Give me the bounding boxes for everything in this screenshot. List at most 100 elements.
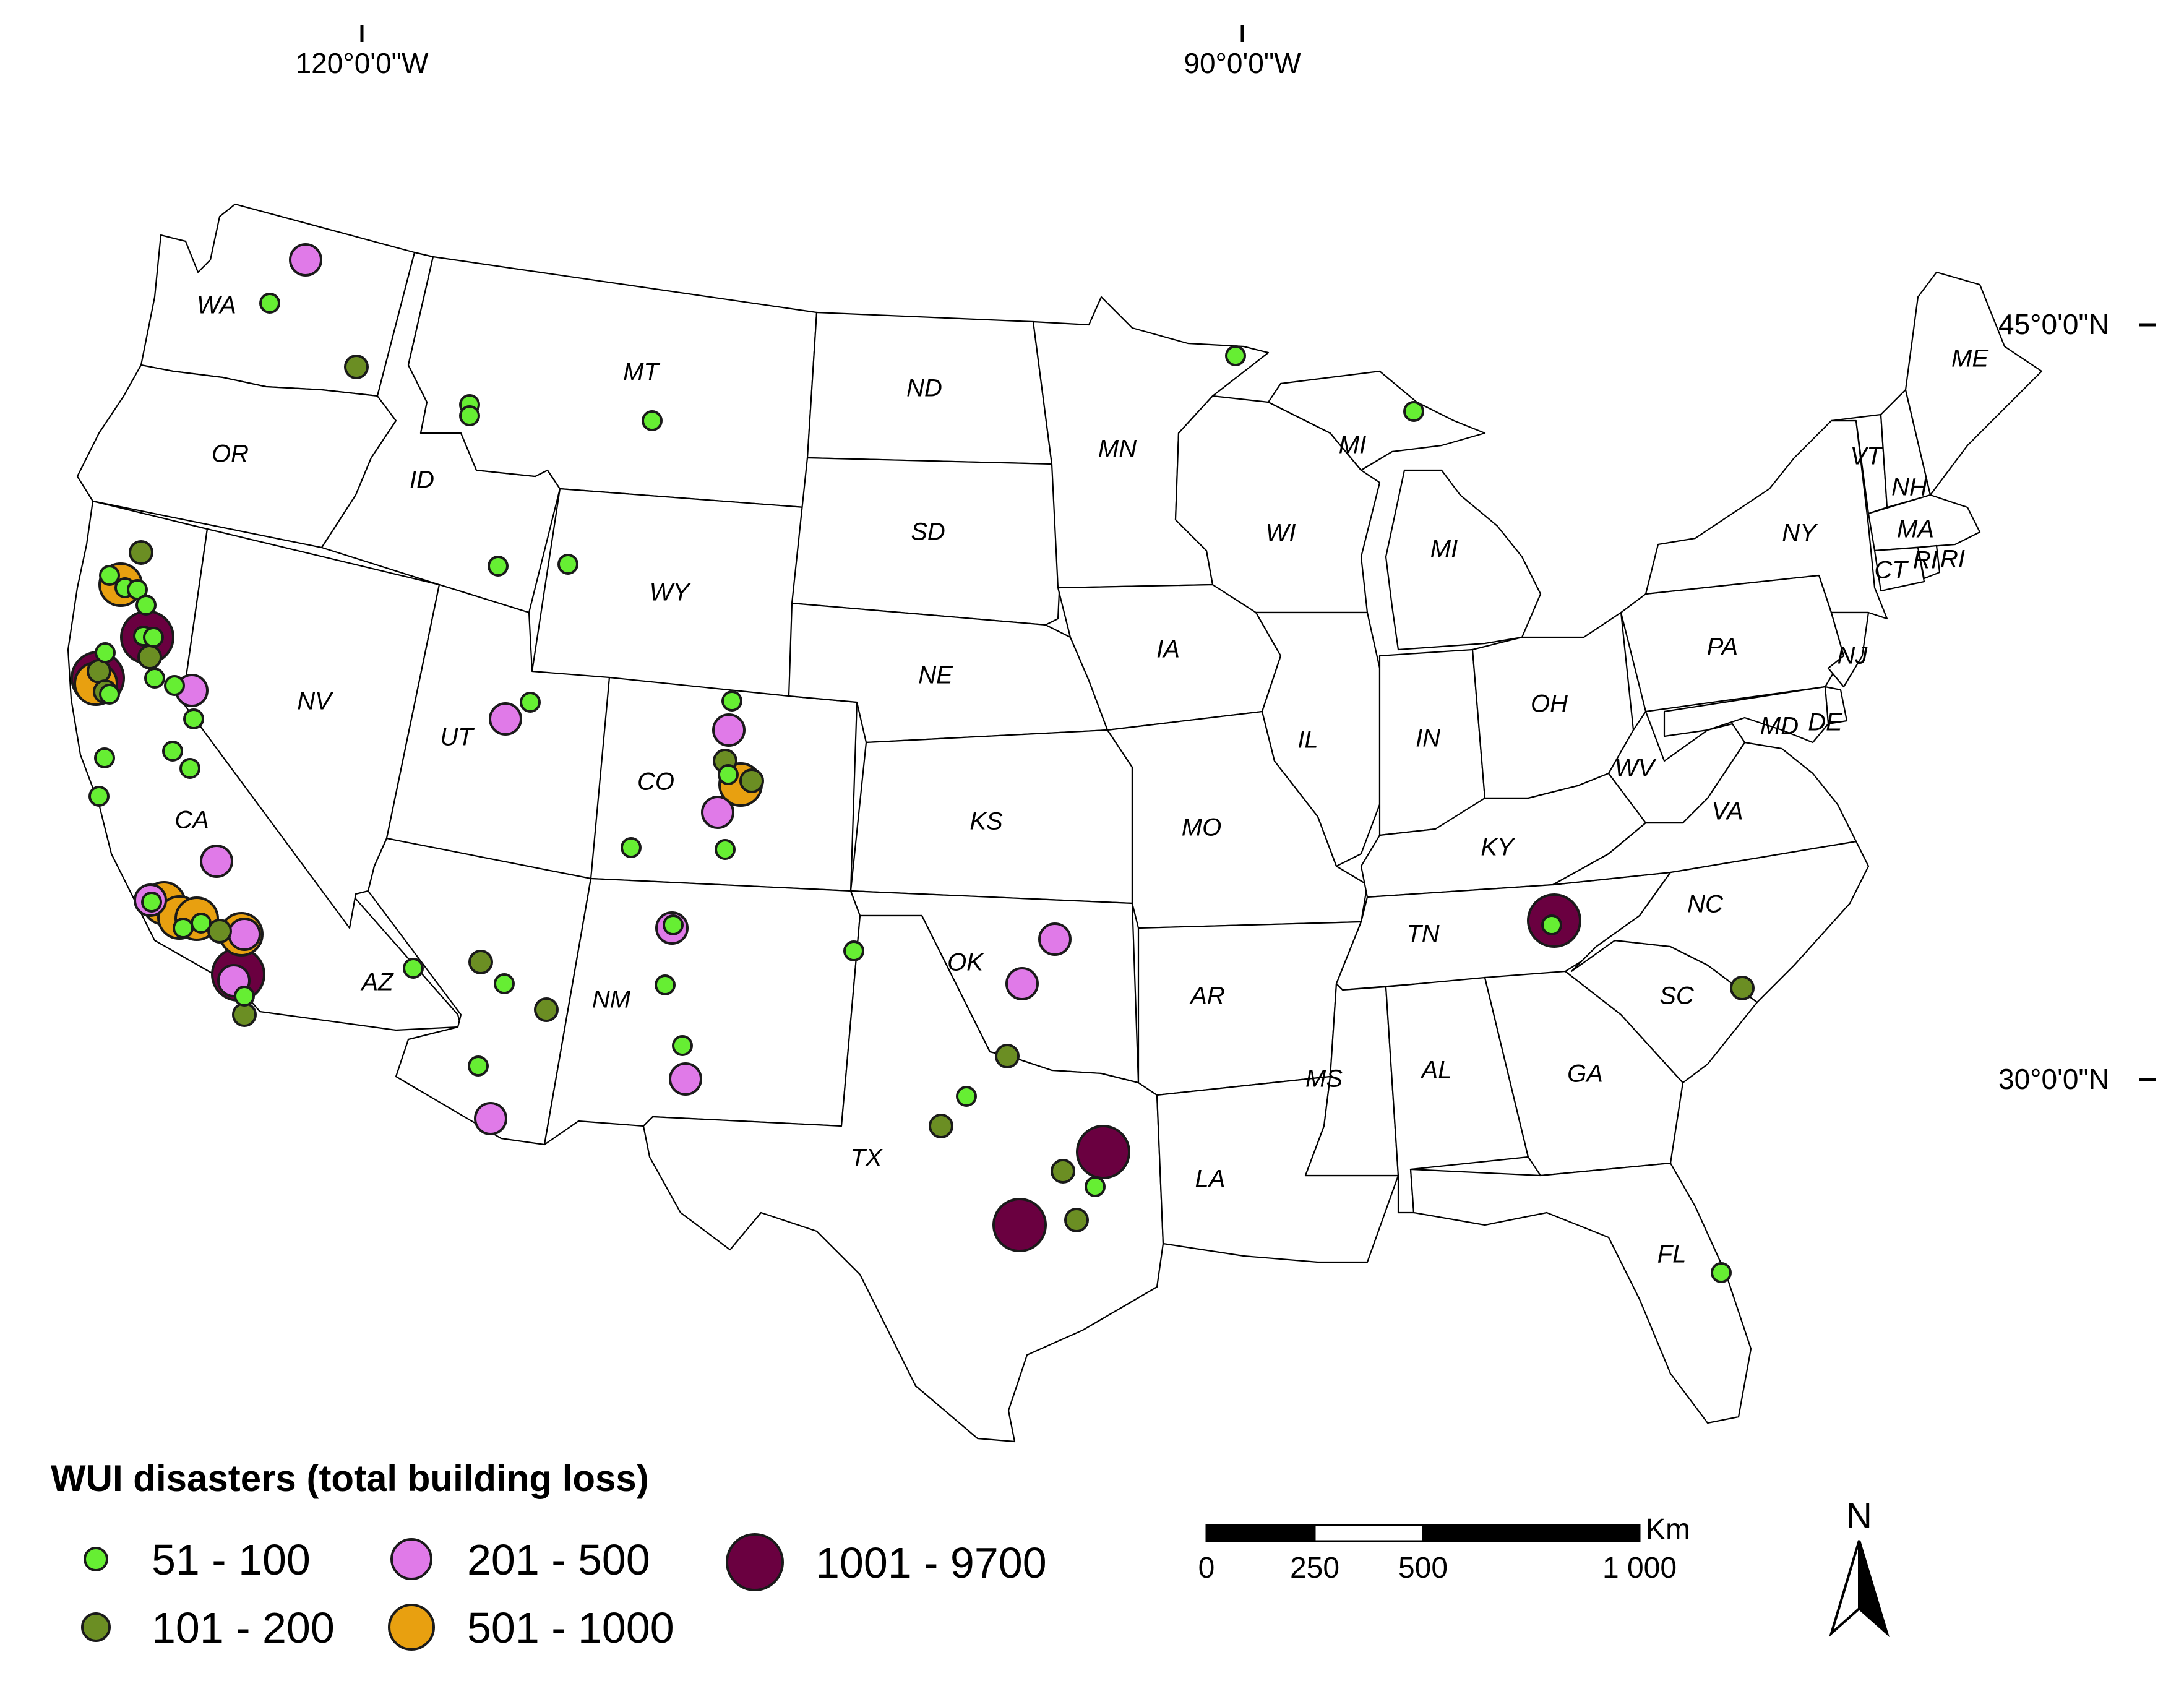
disaster-marker-tx-101-200 <box>1064 1208 1089 1232</box>
state-shape-nc <box>1570 840 1870 1004</box>
legend-swatch-201-500 <box>390 1538 432 1580</box>
disaster-marker-wa-101-200 <box>344 355 369 379</box>
lat-label-45n: 45°0'0"N <box>1998 308 2109 340</box>
disaster-marker-ca-51-100 <box>179 758 200 779</box>
state-label-mi-upper: MI <box>1339 432 1366 459</box>
disaster-marker-ca-51-100 <box>143 627 164 648</box>
disaster-marker-ca-51-100 <box>88 786 110 807</box>
scale-tick-0: 0 <box>1198 1552 1215 1584</box>
disaster-marker-ca-51-100 <box>191 913 212 934</box>
state-label-mn: MN <box>1098 436 1137 463</box>
disaster-marker-ca-51-100 <box>234 986 255 1007</box>
disaster-marker-tx-51-100 <box>956 1086 977 1107</box>
state-shape-tx <box>642 914 1164 1443</box>
disaster-marker-ca-51-100 <box>164 675 185 696</box>
disaster-marker-co-51-100 <box>715 839 736 860</box>
state-shape-ri <box>1917 544 1941 580</box>
state-label-ut: UT <box>440 724 475 751</box>
state-label-nh: NH <box>1891 474 1927 501</box>
state-label-md: MD <box>1760 713 1799 740</box>
disaster-marker-tx-51-100 <box>1541 914 1562 935</box>
disaster-marker-wa-201-500 <box>289 243 322 277</box>
state-label-ri-a: RI <box>1913 547 1938 574</box>
disaster-marker-tx-51-100 <box>1085 1176 1106 1197</box>
disaster-marker-ca-51-100 <box>127 579 148 600</box>
state-label-ca: CA <box>174 807 209 834</box>
legend-label-501-1000: 501 - 1000 <box>467 1604 674 1652</box>
disaster-marker-tx-101-200 <box>929 1114 953 1138</box>
north-arrow-icon: N <box>1829 1496 1890 1638</box>
state-label-wy: WY <box>650 579 692 606</box>
disaster-marker-ca-51-100 <box>95 642 116 663</box>
legend-swatch-51-100 <box>84 1547 108 1571</box>
legend-label-201-500: 201 - 500 <box>467 1536 650 1584</box>
state-shape-mi-lower <box>1385 469 1542 651</box>
disaster-marker-wy-51-100 <box>557 554 578 575</box>
state-shape-il <box>1255 611 1381 867</box>
disaster-marker-ca-51-100 <box>144 668 165 689</box>
graticule: 120°0'0"W 90°0'0"W 45°0'0"N 30°0'0"N <box>296 25 2156 1095</box>
state-label-co: CO <box>637 768 674 796</box>
legend-swatch-1001-9700 <box>726 1533 784 1591</box>
disaster-marker-id-51-100 <box>488 556 509 577</box>
disaster-marker-ca-51-100 <box>183 708 204 729</box>
state-label-mt: MT <box>623 359 660 386</box>
disaster-marker-co-101-200 <box>739 768 764 793</box>
state-label-ia: IA <box>1156 636 1180 663</box>
scale-segment-1 <box>1205 1524 1316 1542</box>
state-label-sc: SC <box>1659 982 1695 1010</box>
disaster-marker-tx-1001-9700 <box>992 1198 1047 1252</box>
disaster-marker-wa-51-100 <box>259 293 280 314</box>
scale-tick-250: 250 <box>1290 1552 1339 1584</box>
disaster-marker-ca-101-200 <box>232 1002 257 1027</box>
state-label-va: VA <box>1711 798 1743 825</box>
disaster-marker-ca-51-100 <box>141 892 162 913</box>
state-shape-mi-upper <box>1267 370 1486 471</box>
scale-unit: Km <box>1646 1513 1690 1546</box>
state-shape-va <box>1552 741 1857 886</box>
disaster-marker-id-51-100 <box>459 405 480 426</box>
legend-swatch-101-200 <box>81 1612 111 1642</box>
disaster-marker-co-51-100 <box>718 764 739 785</box>
north-arrow-right-half <box>1858 1540 1890 1638</box>
disaster-marker-nm-201-500 <box>669 1062 702 1096</box>
state-label-az: AZ <box>360 969 394 996</box>
state-label-id: ID <box>410 466 434 494</box>
disaster-marker-ok-201-500 <box>1005 967 1039 1000</box>
disaster-marker-mn-51-100 <box>1225 345 1246 366</box>
state-labels: WA OR CA ID NV MT WY UT AZ CO NM ND SD N… <box>174 292 1989 1268</box>
north-arrow-left-half <box>1829 1540 1860 1638</box>
state-label-sd: SD <box>911 518 945 546</box>
state-shape-md <box>1663 686 1829 744</box>
state-label-de: DE <box>1808 709 1843 736</box>
disaster-marker-ut-51-100 <box>721 690 742 712</box>
state-label-ms: MS <box>1305 1065 1343 1093</box>
state-label-ct: CT <box>1874 557 1909 584</box>
state-shape-wv <box>1607 710 1746 824</box>
disaster-marker-az-101-200 <box>534 997 559 1022</box>
disaster-marker-mi-51-100 <box>1403 401 1424 422</box>
state-label-ne: NE <box>918 662 953 689</box>
disaster-marker-ca-51-100 <box>162 741 183 762</box>
state-label-nv: NV <box>297 688 333 715</box>
disaster-marker-ut-51-100 <box>520 692 541 713</box>
state-label-nc: NC <box>1687 891 1724 918</box>
disaster-marker-ca-51-100 <box>99 565 120 586</box>
north-label: N <box>1846 1496 1872 1536</box>
lon-label-120w: 120°0'0"W <box>296 47 429 79</box>
state-label-ar: AR <box>1189 982 1225 1010</box>
state-label-tn: TN <box>1406 921 1439 948</box>
disaster-marker-tn-101-200 <box>1730 976 1755 1000</box>
state-label-ky: KY <box>1481 834 1516 861</box>
scale-segment-3 <box>1422 1524 1641 1542</box>
state-label-ks: KS <box>969 808 1003 835</box>
state-label-fl: FL <box>1657 1241 1687 1268</box>
disaster-marker-ca-51-100 <box>173 918 194 939</box>
state-label-wa: WA <box>197 292 236 319</box>
state-label-wv: WV <box>1615 755 1657 782</box>
state-label-la: LA <box>1195 1166 1226 1193</box>
disaster-marker-ca-101-200 <box>87 659 111 684</box>
state-label-al: AL <box>1421 1057 1452 1084</box>
state-label-in: IN <box>1416 725 1440 752</box>
